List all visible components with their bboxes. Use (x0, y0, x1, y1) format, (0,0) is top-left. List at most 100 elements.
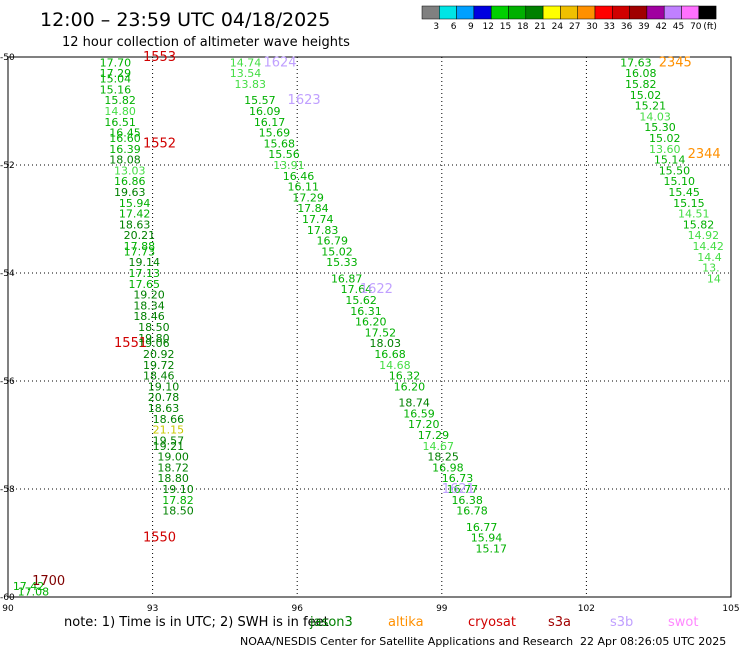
data-point-label: 17.42 (119, 208, 151, 221)
legend-label: 18 (517, 22, 529, 32)
data-point-label: 16.08 (625, 67, 657, 80)
legend-swatch (525, 5, 544, 20)
data-point-label: 17.20 (408, 418, 440, 431)
data-point-label: 18.46 (143, 370, 175, 383)
legend-label: 21 (534, 22, 545, 32)
data-point-label: 18.72 (157, 461, 189, 474)
grid (8, 57, 731, 597)
data-point-label: 15.02 (649, 132, 681, 145)
track-time-label: 2345 (659, 55, 692, 70)
satellite-label-cryosat: cryosat (468, 615, 516, 630)
satellite-label-altika: altika (388, 615, 424, 630)
data-point-label: 17.63 (620, 56, 652, 69)
data-point-label: 15.33 (326, 256, 358, 269)
data-point-label: 19.21 (153, 440, 185, 453)
x-tick-label: 93 (147, 604, 158, 614)
satellite-label-jason3: jason3 (309, 615, 353, 630)
data-point-label: 19.06 (138, 337, 170, 350)
legend-swatch (542, 5, 561, 20)
data-point-label: 17.52 (365, 326, 397, 339)
data-point-label: 17.84 (297, 202, 329, 215)
data-point-label: 18.25 (427, 451, 459, 464)
legend-swatch (508, 5, 527, 20)
legend-label: 15 (500, 22, 511, 32)
data-point-label: 20.21 (124, 229, 155, 242)
data-point-label: 17.64 (341, 283, 373, 296)
track-time-label: 1624 (263, 55, 296, 70)
track-time-label: 1623 (288, 93, 321, 108)
data-point-label: 16.11 (288, 181, 320, 194)
data-point-label: 14.03 (639, 110, 671, 123)
legend-label: 6 (451, 22, 457, 32)
data-point-label: 16.87 (331, 272, 363, 285)
data-point-label: 16.77 (466, 521, 498, 534)
data-point-label: 15.17 (476, 542, 508, 555)
data-point-label: 18.63 (148, 402, 180, 415)
legend-swatch (612, 5, 630, 20)
series-altika: 17.6316.0815.8215.0215.2114.0315.3015.02… (620, 55, 724, 285)
timestamp-text: 22 Apr 08:26:05 UTC 2025 (580, 635, 726, 648)
satellite-label-s3b: s3b (610, 615, 633, 630)
data-point-label: 15.30 (644, 121, 676, 134)
legend-swatch (577, 5, 596, 20)
x-tick-label: 90 (2, 604, 14, 614)
data-point-label: 18.03 (370, 337, 402, 350)
data-point-label: 15.14 (654, 154, 686, 167)
legend-swatch (698, 5, 717, 20)
data-point-label: 18.34 (133, 299, 165, 312)
color-scale-legend: 3 6 9 12 15 18 21 24 27 30 33 36 39 42 45 70 (ft) (421, 5, 717, 32)
data-point-label: 14.67 (423, 440, 455, 453)
satellite-label-swot: swot (668, 615, 698, 630)
legend-swatch (594, 5, 613, 20)
data-point-label: 17.42 (13, 580, 45, 593)
data-point-label: 18.74 (398, 397, 430, 410)
data-point-label: 19.00 (157, 451, 189, 464)
data-point-label: 17.82 (162, 494, 194, 507)
legend-swatch (439, 5, 457, 20)
data-point-label: 15.82 (683, 218, 715, 231)
data-point-label: 17.83 (307, 224, 339, 237)
legend-label: 30 (586, 22, 598, 32)
data-point-label: 14.51 (678, 208, 710, 221)
data-point-label: 15.69 (259, 127, 291, 140)
data-point-label: 15.16 (100, 83, 132, 96)
data-point-label: 15.94 (471, 532, 503, 545)
data-point-label: 16.39 (109, 143, 141, 156)
data-point-label: 19.80 (138, 332, 170, 345)
legend-swatch (646, 5, 665, 20)
chart-title: 12:00 – 23:59 UTC 04/18/2025 (40, 9, 330, 31)
data-point-label: 14.4 (697, 251, 722, 264)
data-point-label: 15.50 (659, 164, 691, 177)
data-point-label: 16.09 (249, 105, 281, 118)
data-point-label: 19.63 (114, 186, 146, 199)
data-point-label: 15.94 (119, 197, 151, 210)
data-point-label: 16.86 (114, 175, 146, 188)
data-point-label: 19.57 (153, 434, 185, 447)
data-point-label: 16.77 (447, 483, 479, 496)
data-point-label: 15.82 (104, 94, 135, 107)
data-point-label: 13.83 (235, 78, 266, 91)
data-point-label: 15.68 (263, 137, 295, 150)
chart-subtitle: 12 hour collection of altimeter wave hei… (62, 35, 350, 50)
axes: 90 93 96 99 102 105 -50 -52 -54 -56 -58 -60 (0, 53, 740, 614)
data-point-label: 16.78 (456, 505, 488, 518)
data-point-label: 16.45 (109, 127, 141, 140)
legend-label: 27 (569, 22, 580, 32)
legend-swatch (473, 5, 492, 20)
data-point-label: 15.62 (345, 294, 377, 307)
legend-label: 9 (468, 22, 474, 32)
data-point-label: 14.74 (230, 56, 262, 69)
track-time-label: 1550 (143, 531, 176, 546)
data-point-label: 18.63 (119, 218, 151, 231)
track-time-label: 1552 (143, 136, 176, 151)
legend-label: 42 (655, 22, 666, 32)
track-time-label: 1621 (442, 482, 475, 497)
data-point-label: 17.73 (124, 245, 155, 258)
data-point-label: 15.21 (635, 100, 667, 113)
data-point-label: 13.91 (273, 159, 305, 172)
track-time-label: 1551 (114, 336, 147, 351)
legend-label: 70 (690, 22, 702, 32)
legend-swatch (629, 5, 648, 20)
data-layer: 17.7017.2915.0415.1615.8214.8016.5116.45… (13, 50, 724, 599)
